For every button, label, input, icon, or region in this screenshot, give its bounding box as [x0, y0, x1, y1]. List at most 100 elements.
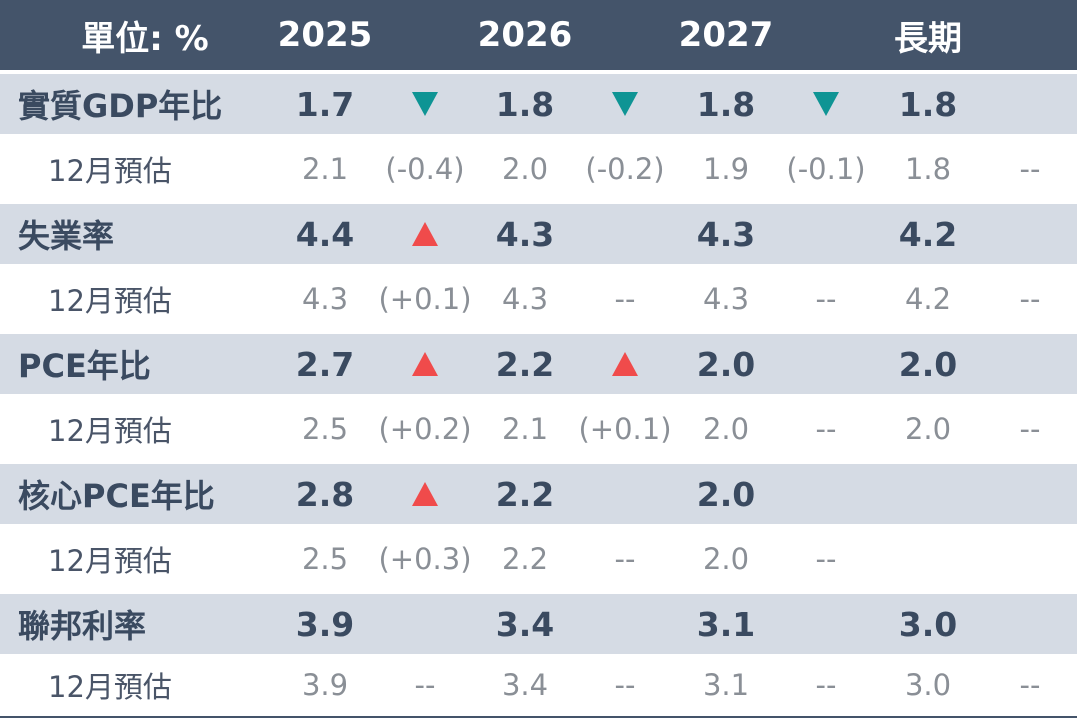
value-2025: 2.8 [295, 474, 355, 514]
change-arrow [570, 204, 680, 264]
triangle-down-icon [813, 92, 839, 116]
diff-2026: -- [614, 282, 636, 316]
diff-long-run: -- [1019, 152, 1041, 186]
value-2027: 3.1 [696, 604, 756, 644]
value-2027: 2.0 [696, 344, 756, 384]
prev-value-2026: 2.2 [501, 542, 549, 576]
table-row: 失業率 4.4 4.3 4.3 4.2 [0, 204, 1077, 264]
value-2026: 2.2 [495, 474, 555, 514]
prev-value-long-run: 1.8 [904, 152, 952, 186]
row-label: 12月預估 [48, 544, 172, 578]
value-2026: 3.4 [495, 604, 555, 644]
prev-value-2025: 2.5 [301, 412, 349, 446]
prev-value-long-run: 3.0 [904, 668, 952, 702]
prev-value-2026: 2.0 [501, 152, 549, 186]
diff-2027: -- [815, 412, 837, 446]
row-label: 聯邦利率 [18, 607, 147, 645]
diff-2027: (-0.1) [786, 152, 866, 186]
table-header: 單位: % 2025 2026 2027 長期 [0, 0, 1077, 70]
change-arrow [570, 334, 680, 394]
header-2025: 2025 [277, 15, 373, 55]
prev-value-2027: 1.9 [702, 152, 750, 186]
header-long-run: 長期 [894, 18, 962, 59]
row-label: 12月預估 [48, 670, 172, 704]
diff-2026: -- [614, 668, 636, 702]
change-arrow [771, 464, 881, 524]
value-long-run: 3.0 [898, 604, 958, 644]
value-2025: 3.9 [295, 604, 355, 644]
triangle-up-icon [412, 352, 438, 376]
triangle-down-icon [612, 92, 638, 116]
value-long-run: 4.2 [898, 214, 958, 254]
diff-2027: -- [815, 668, 837, 702]
triangle-up-icon [412, 482, 438, 506]
table-row: 12月預估 2.5 (+0.3) 2.2 -- 2.0 -- [0, 524, 1077, 594]
value-2027: 4.3 [696, 214, 756, 254]
value-long-run [873, 464, 983, 524]
value-2027: 1.8 [696, 84, 756, 124]
value-2027: 2.0 [696, 474, 756, 514]
table-row: 12月預估 2.5 (+0.2) 2.1 (+0.1) 2.0 -- 2.0 -… [0, 394, 1077, 464]
table-row: 核心PCE年比 2.8 2.2 2.0 [0, 464, 1077, 524]
prev-value-2027: 3.1 [702, 668, 750, 702]
value-2025: 1.7 [295, 84, 355, 124]
diff-2025: (+0.2) [378, 412, 472, 446]
change-arrow [570, 594, 680, 654]
diff-2026: -- [614, 542, 636, 576]
prev-value-long-run: 4.2 [904, 282, 952, 316]
row-label: 核心PCE年比 [18, 477, 215, 515]
header-2027: 2027 [678, 15, 774, 55]
value-2026: 2.2 [495, 344, 555, 384]
change-arrow [771, 334, 881, 394]
table-row: 聯邦利率 3.9 3.4 3.1 3.0 [0, 594, 1077, 654]
value-2026: 1.8 [495, 84, 555, 124]
diff-long-run [975, 524, 1077, 594]
change-arrow [370, 464, 480, 524]
change-arrow [771, 204, 881, 264]
table-row: 12月預估 2.1 (-0.4) 2.0 (-0.2) 1.9 (-0.1) 1… [0, 134, 1077, 204]
change-arrow [370, 334, 480, 394]
value-2026: 4.3 [495, 214, 555, 254]
row-label: 12月預估 [48, 154, 172, 188]
header-2026: 2026 [477, 15, 573, 55]
diff-2027: -- [815, 282, 837, 316]
row-label: 失業率 [18, 217, 115, 255]
value-long-run: 1.8 [898, 84, 958, 124]
prev-value-2026: 4.3 [501, 282, 549, 316]
diff-2025: -- [414, 668, 436, 702]
prev-value-long-run: 2.0 [904, 412, 952, 446]
table-row: 12月預估 3.9 -- 3.4 -- 3.1 -- 3.0 -- [0, 654, 1077, 716]
diff-2027: -- [815, 542, 837, 576]
row-label: 12月預估 [48, 414, 172, 448]
diff-long-run: -- [1019, 668, 1041, 702]
change-arrow [771, 594, 881, 654]
change-arrow [370, 594, 480, 654]
row-label: 實質GDP年比 [18, 87, 223, 125]
prev-value-2026: 3.4 [501, 668, 549, 702]
prev-value-2027: 2.0 [702, 542, 750, 576]
prev-value-2025: 3.9 [301, 668, 349, 702]
prev-value-2025: 4.3 [301, 282, 349, 316]
prev-value-long-run [873, 524, 983, 594]
diff-2026: (-0.2) [585, 152, 665, 186]
prev-value-2027: 4.3 [702, 282, 750, 316]
value-2025: 4.4 [295, 214, 355, 254]
row-label: 12月預估 [48, 284, 172, 318]
triangle-up-icon [412, 222, 438, 246]
value-long-run: 2.0 [898, 344, 958, 384]
table-bottom-border [0, 716, 1077, 718]
change-arrow [370, 74, 480, 134]
diff-long-run: -- [1019, 282, 1041, 316]
table-row: 實質GDP年比 1.7 1.8 1.8 1.8 [0, 74, 1077, 134]
table-row: 12月預估 4.3 (+0.1) 4.3 -- 4.3 -- 4.2 -- [0, 264, 1077, 334]
prev-value-2026: 2.1 [501, 412, 549, 446]
diff-2026: (+0.1) [578, 412, 672, 446]
diff-long-run: -- [1019, 412, 1041, 446]
triangle-up-icon [612, 352, 638, 376]
value-2025: 2.7 [295, 344, 355, 384]
change-arrow [570, 464, 680, 524]
change-arrow [570, 74, 680, 134]
prev-value-2025: 2.1 [301, 152, 349, 186]
change-arrow [370, 204, 480, 264]
diff-2025: (+0.1) [378, 282, 472, 316]
